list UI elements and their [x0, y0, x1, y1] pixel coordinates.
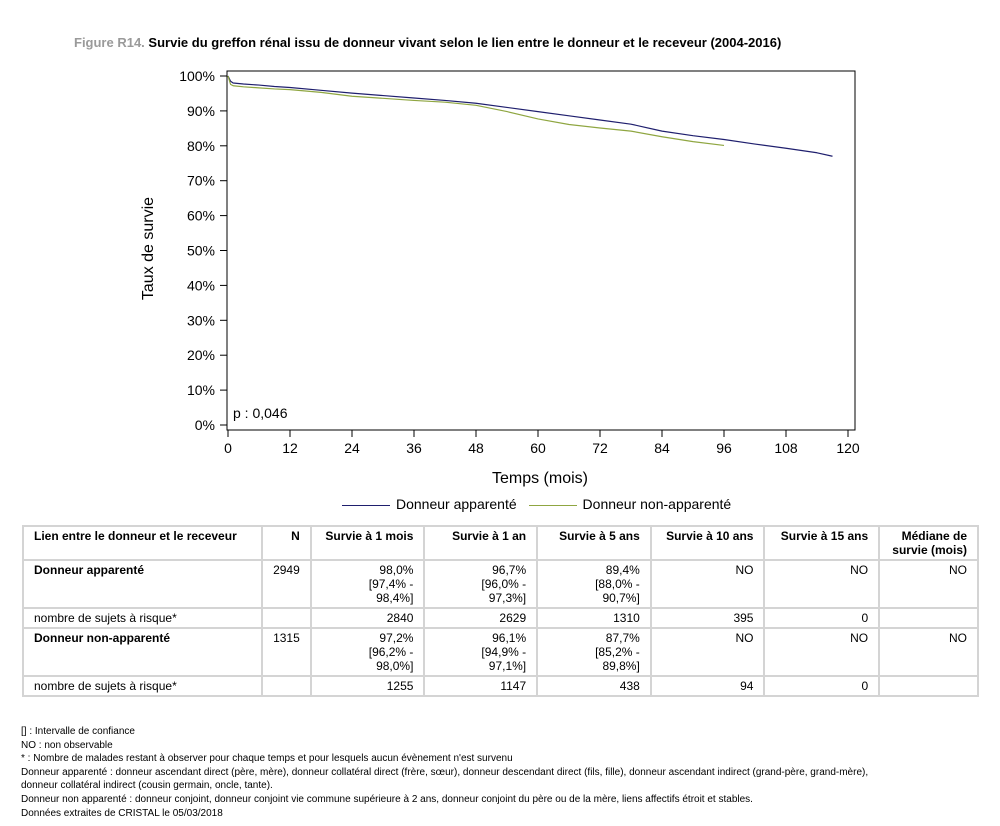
legend-item-apparente: Donneur apparenté: [342, 496, 517, 512]
table-header-cell: Lien entre le donneur et le receveur: [21, 525, 264, 561]
table-cell: 94: [649, 675, 766, 697]
y-tick-label: 20%: [187, 347, 215, 363]
legend-item-non-apparente: Donneur non-apparenté: [528, 496, 732, 512]
table-cell: Donneur apparenté: [21, 559, 264, 609]
x-tick-label: 120: [836, 440, 860, 456]
legend-swatch-non-apparente: [528, 504, 577, 506]
footnote-line: Donneur non apparenté : donneur conjoint…: [21, 793, 753, 805]
table-cell: 1147: [423, 675, 539, 697]
footnotes: [] : Intervalle de confiance NO : non obs…: [21, 725, 991, 820]
y-tick-label: 100%: [179, 68, 215, 84]
y-tick-label: 90%: [187, 103, 215, 119]
x-tick-label: 72: [592, 440, 608, 456]
table-cell: 0: [763, 607, 881, 629]
table-cell: Donneur non-apparenté: [21, 627, 264, 677]
footnote-line: Donneur apparenté : donneur ascendant di…: [21, 766, 869, 778]
x-tick-label: 36: [406, 440, 422, 456]
table-cell: 438: [536, 675, 652, 697]
x-axis-label: Temps (mois): [492, 470, 588, 487]
table-header-cell: Survie à 5 ans: [536, 525, 652, 561]
series-line-non-apparente: [227, 75, 725, 147]
table-cell: NO: [878, 627, 979, 677]
table-row-at-risk: nombre de sujets à risque* 2840 2629 1310 39…: [21, 607, 979, 629]
survival-table: Lien entre le donneur et le receveur N Sur…: [21, 525, 979, 697]
table-cell: 96,1% [94,9% - 97,1%]: [423, 627, 539, 677]
table-cell: nombre de sujets à risque*: [21, 675, 264, 697]
footnote-line: [] : Intervalle de confiance: [21, 726, 135, 737]
y-tick-label: 60%: [187, 208, 215, 224]
table-row-group: Donneur non-apparenté 1315 97,2% [96,2% - …: [21, 627, 979, 677]
table-cell: NO: [763, 559, 881, 609]
footnote-line: donneur collatéral indirect (cousin germ…: [21, 780, 273, 792]
table-cell: 98,0% [97,4% - 98,4%]: [309, 559, 426, 609]
legend-swatch-apparente: [342, 504, 390, 506]
table-row-group: Donneur apparenté 2949 98,0% [97,4% - 98,4…: [21, 559, 979, 609]
table-cell: 97,2% [96,2% - 98,0%]: [309, 627, 426, 677]
table-header-cell: Survie à 1 an: [423, 525, 539, 561]
y-axis-label: Taux de survie: [140, 197, 157, 300]
table-cell: 2840: [309, 607, 426, 629]
survival-chart: 0% 10% 20% 30% 40% 50% 60% 70% 80% 90% 100% 0 12 24 36…: [140, 68, 860, 487]
x-tick-label: 24: [344, 440, 360, 456]
table-cell: [878, 607, 979, 629]
table-cell: NO: [878, 559, 979, 609]
legend-label-apparente: Donneur apparenté: [396, 496, 517, 512]
x-tick-label: 84: [654, 440, 670, 456]
table-cell: 0: [763, 675, 881, 697]
figure-number: Figure R14.: [74, 35, 145, 50]
table-body: Donneur apparenté 2949 98,0% [97,4% - 98,4…: [21, 559, 979, 697]
table-cell: [261, 607, 312, 629]
table-cell: [261, 675, 312, 697]
figure-title: Figure R14. Survie du greffon rénal issu…: [74, 35, 781, 50]
table-cell: 89,4% [88,0% - 90,7%]: [536, 559, 652, 609]
figure-title-text: Survie du greffon rénal issu de donneur …: [148, 35, 782, 50]
x-tick-label: 108: [774, 440, 798, 456]
p-value-annotation: p : 0,046: [233, 405, 288, 421]
table-cell: 2949: [261, 559, 312, 609]
table-cell: NO: [649, 627, 766, 677]
table-cell: 395: [649, 607, 766, 629]
table-header-cell: Survie à 1 mois: [309, 525, 426, 561]
table-cell: nombre de sujets à risque*: [21, 607, 264, 629]
y-tick-label: 10%: [187, 382, 215, 398]
footnote-line: Données extraites de CRISTAL le 05/03/20…: [21, 807, 223, 819]
y-tick-label: 80%: [187, 138, 215, 154]
table-header-cell: Survie à 15 ans: [763, 525, 881, 561]
plot-frame: [226, 70, 856, 431]
legend-label-non-apparente: Donneur non-apparenté: [582, 496, 732, 512]
table-cell: 2629: [423, 607, 539, 629]
x-tick-label: 96: [716, 440, 732, 456]
footnote-line: * : Nombre de malades restant à observer…: [21, 753, 513, 765]
table-header-cell: N: [261, 525, 312, 561]
x-tick-label: 48: [468, 440, 484, 456]
x-tick-label: 60: [530, 440, 546, 456]
table-cell: NO: [763, 627, 881, 677]
table-cell: 1255: [309, 675, 426, 697]
y-tick-label: 50%: [187, 243, 215, 259]
table-header-cell: Survie à 10 ans: [649, 525, 766, 561]
y-tick-label: 30%: [187, 312, 215, 328]
table-cell: 1315: [261, 627, 312, 677]
table-row-at-risk: nombre de sujets à risque* 1255 1147 438 94 0: [21, 675, 979, 697]
series-line-apparente: [227, 75, 833, 157]
x-tick-label: 12: [282, 440, 298, 456]
table-cell: 87,7% [85,2% - 89,8%]: [536, 627, 652, 677]
y-tick-label: 0%: [195, 417, 215, 433]
y-tick-label: 40%: [187, 277, 215, 293]
table-cell: NO: [649, 559, 766, 609]
footnote-line: NO : non observable: [21, 739, 113, 751]
table-cell: [878, 675, 979, 697]
table-header-row: Lien entre le donneur et le receveur N Sur…: [21, 525, 979, 561]
y-tick-label: 70%: [187, 173, 215, 189]
table-cell: 1310: [536, 607, 652, 629]
table-cell: 96,7% [96,0% - 97,3%]: [423, 559, 539, 609]
x-tick-label: 0: [224, 440, 232, 456]
chart-legend: Donneur apparenté Donneur non-apparenté: [342, 496, 739, 512]
table-header-cell: Médiane de survie (mois): [878, 525, 979, 561]
